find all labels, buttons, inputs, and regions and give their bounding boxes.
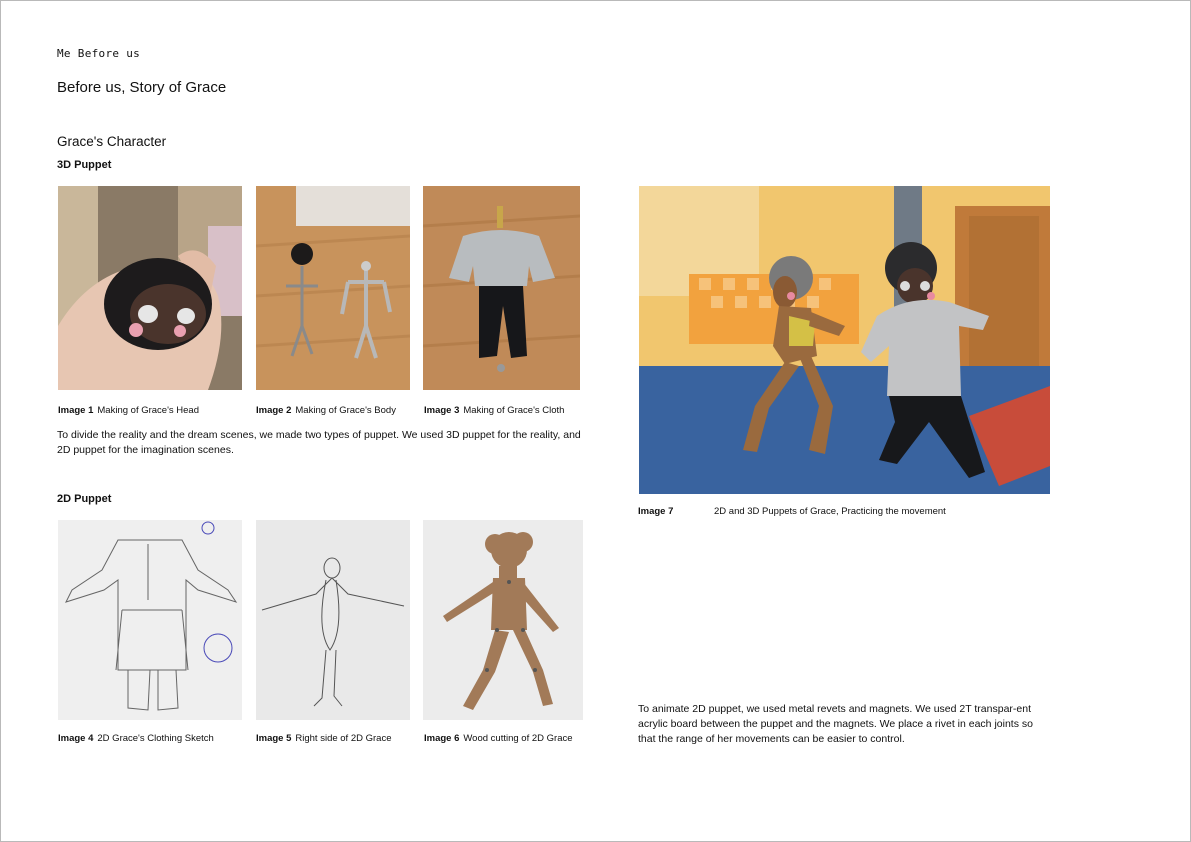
image-6-photo (423, 520, 583, 720)
image-5-label: Image 5 (256, 733, 292, 744)
project-name: Me Before us (57, 47, 141, 60)
image-4-photo (58, 520, 242, 720)
image-2-caption-text: Making of Grace's Body (295, 405, 396, 416)
image-6-caption-text: Wood cutting of 2D Grace (463, 733, 573, 744)
section-title: Grace's Character (57, 134, 167, 149)
subtitle-3d-puppet: 3D Puppet (57, 159, 112, 171)
image-7-caption: Image 7 2D and 3D Puppets of Grace, Pract… (638, 506, 946, 517)
image-1-caption: Image 1 Making of Grace's Head (58, 405, 199, 416)
image-4-label: Image 4 (58, 733, 94, 744)
image-1-label: Image 1 (58, 405, 94, 416)
image-3-label: Image 3 (424, 405, 460, 416)
image-3-caption: Image 3 Making of Grace's Cloth (424, 405, 564, 416)
image-7-label: Image 7 (638, 506, 674, 517)
image-7-photo (639, 186, 1050, 494)
image-1-photo (58, 186, 242, 390)
image-4-caption: Image 4 2D Grace's Clothing Sketch (58, 733, 214, 744)
puppet-2d-description: To animate 2D puppet, we used metal reve… (638, 703, 1033, 745)
page-title: Before us, Story of Grace (57, 79, 227, 96)
image-6-label: Image 6 (424, 733, 460, 744)
image-2-caption: Image 2 Making of Grace's Body (256, 405, 396, 416)
subtitle-2d-puppet: 2D Puppet (57, 493, 112, 505)
image-4-caption-text: 2D Grace's Clothing Sketch (97, 733, 214, 744)
image-5-caption-text: Right side of 2D Grace (295, 733, 392, 744)
image-3-caption-text: Making of Grace's Cloth (463, 405, 565, 416)
image-3-photo (423, 186, 580, 390)
image-5-caption: Image 5 Right side of 2D Grace (256, 733, 392, 744)
image-5-photo (256, 520, 410, 720)
image-7-caption-text: 2D and 3D Puppets of Grace, Practicing t… (714, 506, 946, 517)
image-6-caption: Image 6 Wood cutting of 2D Grace (424, 733, 573, 744)
image-1-caption-text: Making of Grace's Head (97, 405, 200, 416)
puppet-3d-description: To divide the reality and the dream scen… (57, 429, 581, 456)
image-2-photo (256, 186, 410, 390)
image-2-label: Image 2 (256, 405, 292, 416)
